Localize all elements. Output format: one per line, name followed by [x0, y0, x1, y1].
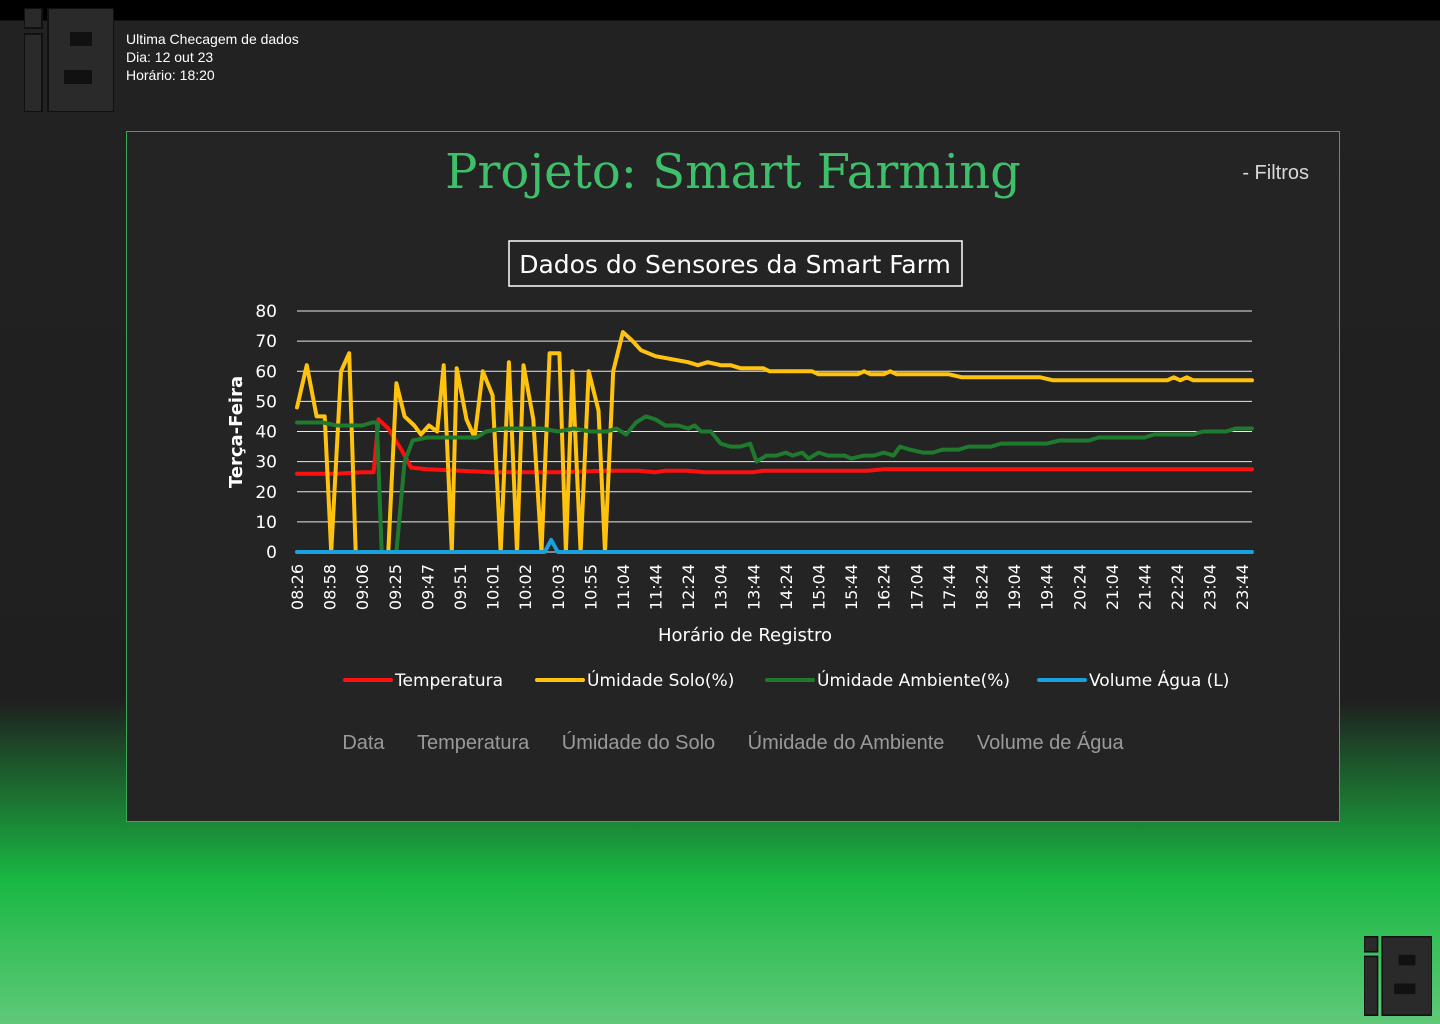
series-line-1 — [295, 417, 1254, 476]
x-tick-label: 23:44 — [1233, 564, 1252, 610]
x-tick-label: 11:44 — [647, 564, 666, 610]
legend-label: Volume Água (L) — [1089, 669, 1229, 691]
x-tick-label: 19:44 — [1038, 564, 1057, 610]
x-tick-label: 10:02 — [516, 564, 535, 610]
last-check-day: Dia: 12 out 23 — [126, 49, 214, 65]
x-tick-label: 19:04 — [1005, 564, 1024, 610]
x-tick-label: 23:04 — [1201, 564, 1220, 610]
y-tick-label: 60 — [255, 362, 277, 382]
tab-volume-agua[interactable]: Volume de Água — [976, 732, 1124, 754]
x-tick-label: 17:04 — [907, 564, 926, 610]
x-axis-label: Horário de Registro — [658, 625, 832, 646]
x-tick-label: 09:47 — [418, 564, 437, 610]
x-tick-label: 18:24 — [972, 564, 991, 610]
tab-umidade-solo[interactable]: Úmidade do Solo — [561, 732, 716, 754]
x-tick-label: 10:01 — [484, 564, 503, 610]
legend-label: Úmidade Ambiente(%) — [817, 669, 1010, 691]
x-tick-label: 10:03 — [549, 564, 568, 610]
x-tick-label: 17:44 — [940, 564, 959, 610]
legend-label: Temperatura — [394, 671, 503, 691]
x-tick-label: 11:04 — [614, 564, 633, 610]
chart-title-box — [508, 240, 963, 287]
y-tick-label: 80 — [255, 302, 277, 322]
sensor-line-chart: Dados do Sensores da Smart Farm 0 10 20 30 4… — [226, 240, 1254, 691]
tab-data[interactable]: Data — [342, 732, 385, 754]
tab-umidade-ambiente[interactable]: Úmidade do Ambiente — [747, 732, 945, 754]
y-tick-label: 50 — [255, 392, 277, 412]
x-tick-label: 22:24 — [1168, 564, 1187, 610]
brand-logo-small — [1364, 936, 1432, 1016]
chart-title: Dados do Sensores da Smart Farm — [519, 250, 951, 279]
x-tick-label: 14:24 — [777, 564, 796, 610]
x-tick-label: 21:04 — [1103, 564, 1122, 610]
y-tick-label: 10 — [255, 513, 277, 533]
y-tick-label: 20 — [255, 483, 277, 503]
last-check-time: Horário: 18:20 — [126, 67, 215, 83]
x-tick-label: 20:24 — [1070, 564, 1089, 610]
last-check-title: Ultima Checagem de dados — [126, 31, 299, 47]
x-tick-label: 21:44 — [1135, 564, 1154, 610]
x-tick-label: 10:55 — [581, 564, 600, 610]
x-tick-label: 12:24 — [679, 564, 698, 610]
series-line-3 — [295, 414, 1254, 554]
y-axis-label: Terça-Feira — [226, 376, 247, 488]
y-tick-label: 40 — [255, 423, 277, 443]
x-tick-label: 15:44 — [842, 564, 861, 610]
series-line-4 — [295, 537, 1254, 554]
x-tick-label: 13:04 — [712, 564, 731, 610]
brand-logo — [24, 8, 114, 112]
tab-temperatura[interactable]: Temperatura — [417, 732, 530, 754]
x-tick-label: 09:25 — [386, 564, 405, 610]
x-tick-label: 16:24 — [875, 564, 894, 610]
dashboard-panel: Projeto: Smart Farming - Filtros Dados d… — [126, 131, 1340, 822]
filters-toggle[interactable]: - Filtros — [1242, 162, 1309, 184]
x-tick-label: 15:04 — [810, 564, 829, 610]
y-tick-label: 30 — [255, 453, 277, 473]
x-tick-label: 13:44 — [744, 564, 763, 610]
x-tick-label: 08:58 — [321, 564, 340, 610]
series-line-2 — [295, 330, 1254, 554]
y-tick-label: 70 — [255, 332, 277, 352]
x-tick-label: 08:26 — [288, 564, 307, 610]
y-tick-label: 0 — [266, 543, 277, 563]
project-title: Projeto: Smart Farming — [445, 144, 1021, 200]
x-tick-label: 09:51 — [451, 564, 470, 610]
last-check-info: Ultima Checagem de dados Dia: 12 out 23 … — [126, 30, 299, 84]
x-tick-label: 09:06 — [353, 564, 372, 610]
filter-tabs: Data Temperatura Úmidade do Solo Úmidade… — [127, 732, 1339, 755]
legend-label: Úmidade Solo(%) — [587, 669, 734, 691]
